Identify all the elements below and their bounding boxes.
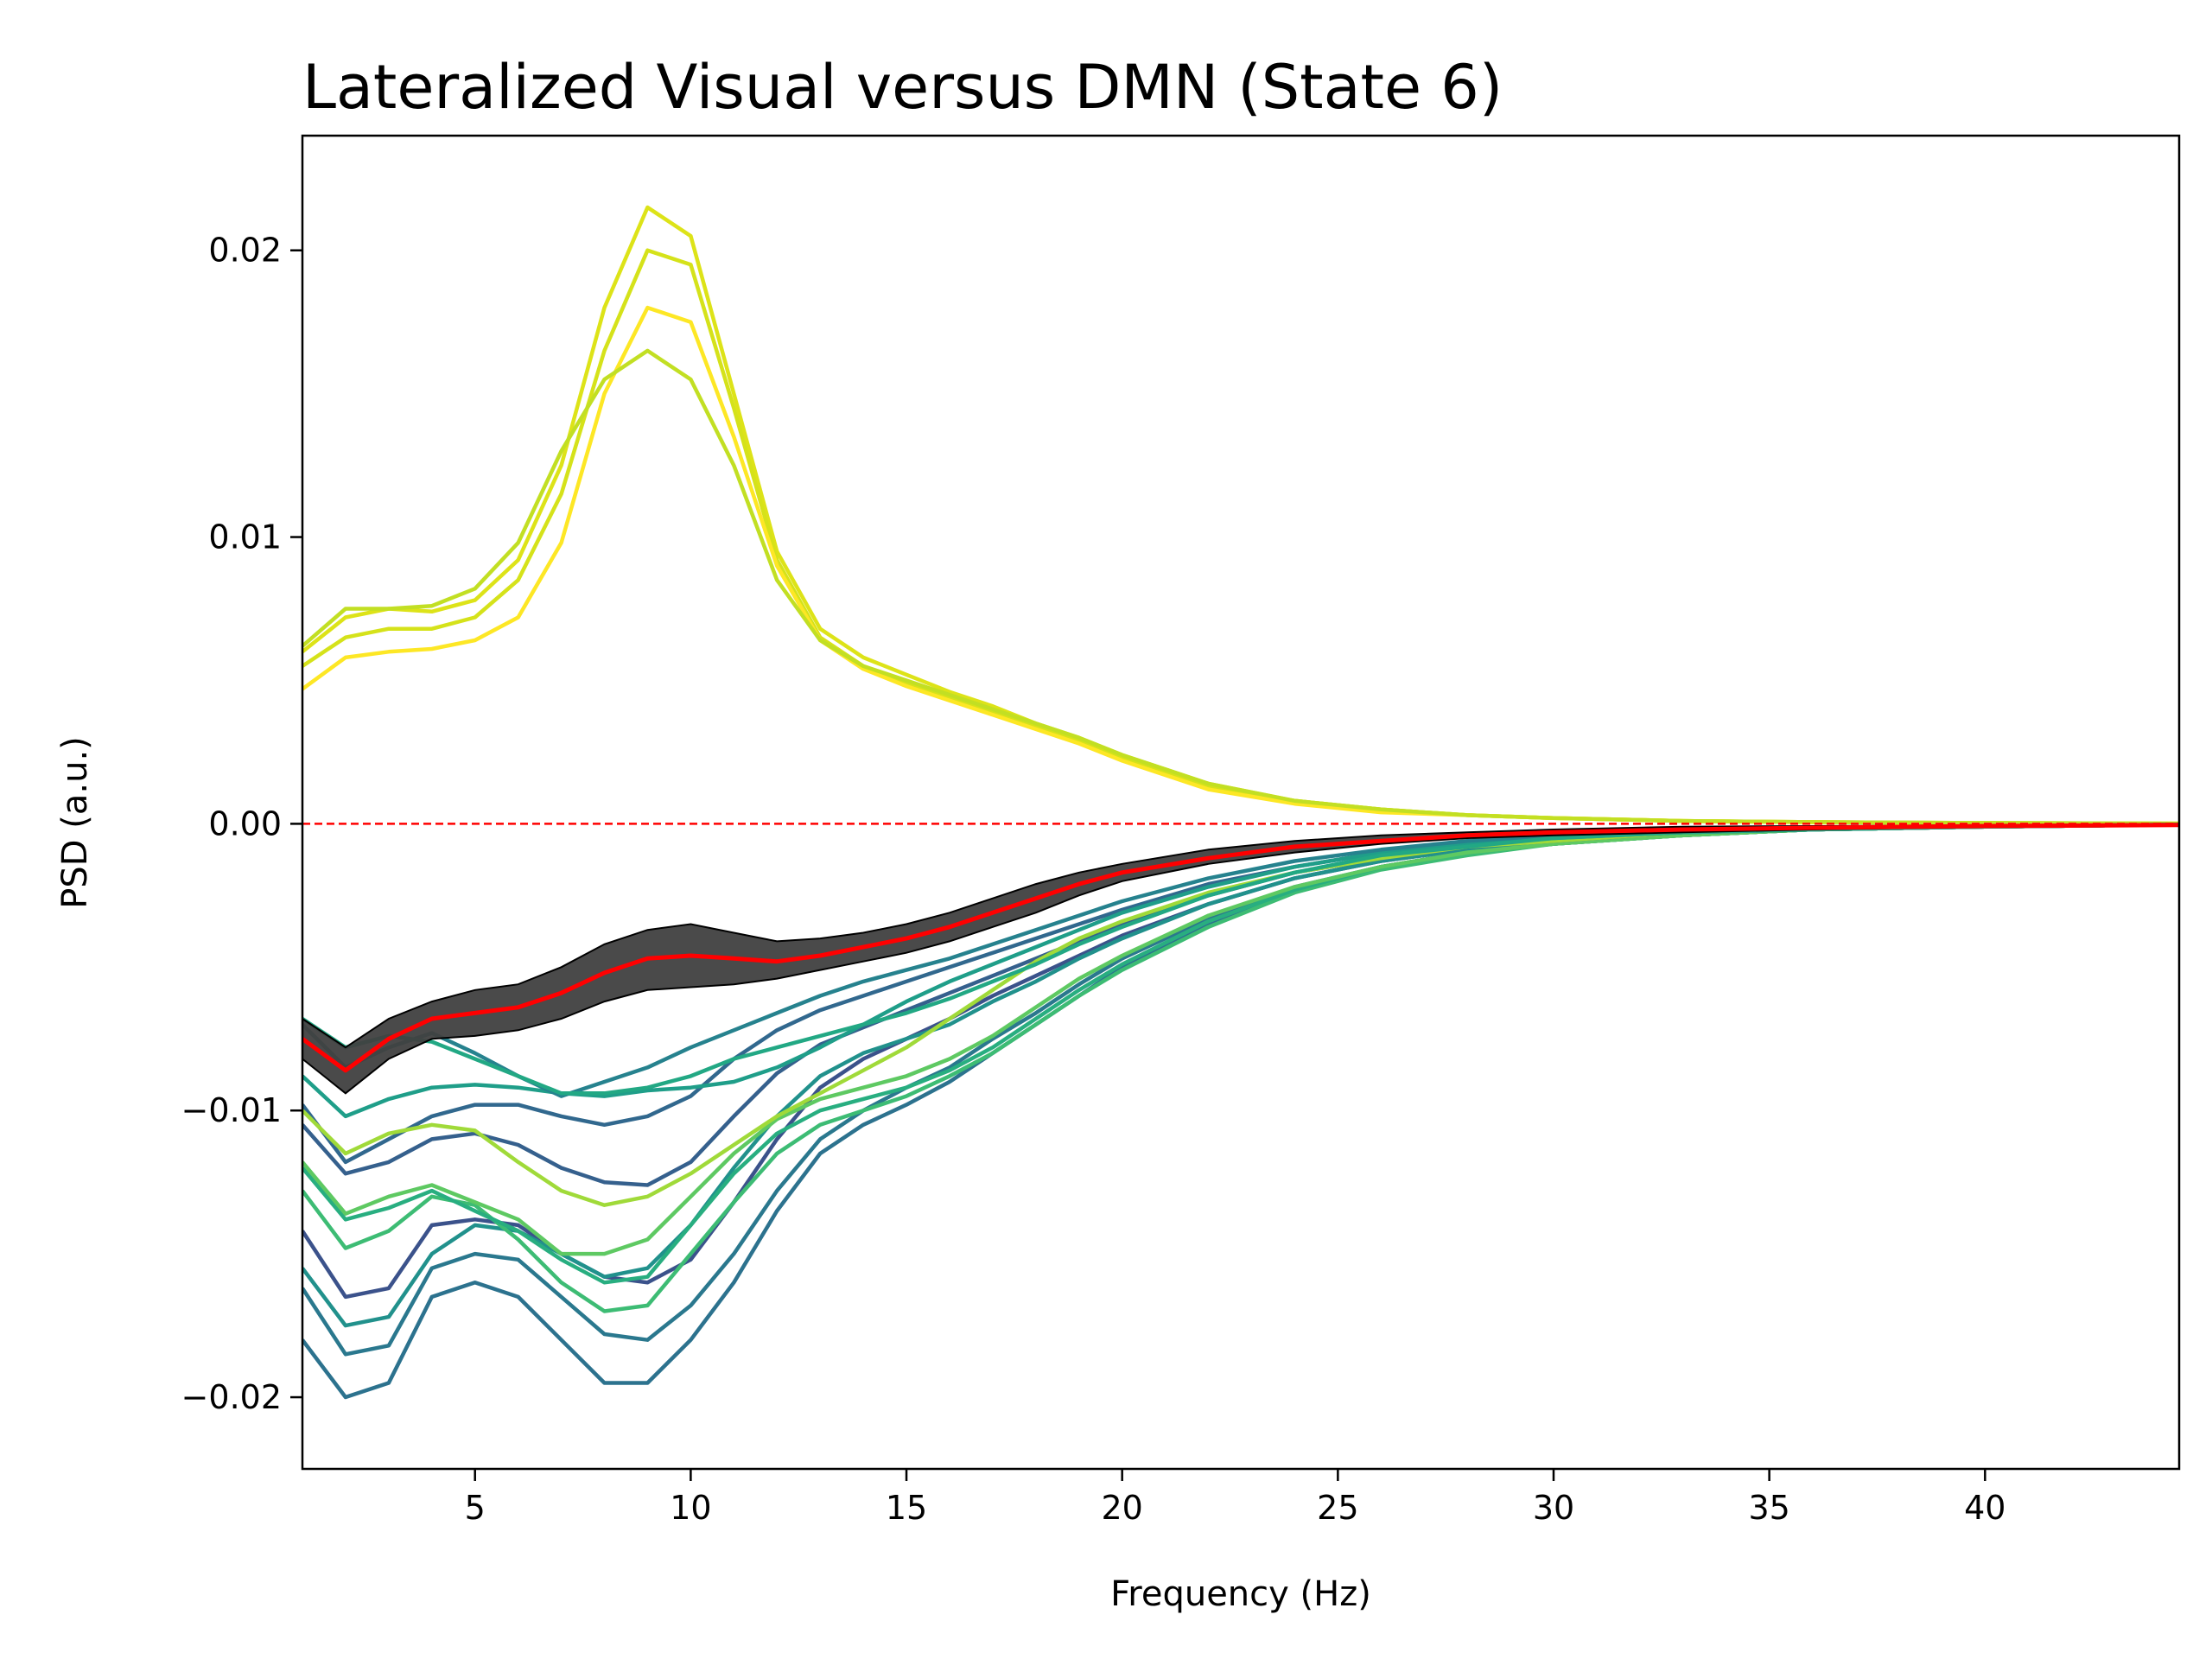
plot-frame	[301, 134, 2181, 1471]
y-axis-label: PSD (a.u.)	[55, 736, 95, 909]
y-tick-label: −0.01	[181, 1091, 282, 1129]
series-line-0	[302, 205, 2179, 826]
y-axis: −0.02 −0.01 0.00 0.01 0.02	[181, 232, 302, 1416]
x-tick-label: 35	[1748, 1489, 1789, 1527]
x-tick-label: 25	[1317, 1489, 1358, 1527]
series-line-8	[302, 823, 2179, 1313]
mean-line	[302, 823, 2179, 1073]
x-axis-label: Frequency (Hz)	[1110, 1574, 1371, 1614]
series-line-3	[302, 348, 2179, 826]
y-tick-label: 0.01	[208, 518, 282, 556]
plot-area	[301, 134, 2181, 1471]
series-line-7	[302, 823, 2179, 1328]
x-tick-label: 40	[1964, 1489, 2005, 1527]
series-line-13	[302, 823, 2179, 1207]
series-line-10	[302, 823, 2179, 1256]
y-tick-label: 0.00	[208, 804, 282, 842]
series-line-16	[302, 823, 2179, 1096]
series-line-1	[302, 248, 2179, 826]
x-tick-label: 20	[1102, 1489, 1143, 1527]
x-tick-label: 10	[670, 1489, 711, 1527]
mean-confidence-band	[302, 823, 2179, 1095]
x-axis: 5 10 15 20 25 30 35 40	[465, 1469, 2005, 1527]
chart-title: Lateralized Visual versus DMN (State 6)	[302, 52, 1503, 123]
y-tick-label: 0.02	[208, 232, 282, 270]
x-tick-label: 15	[886, 1489, 927, 1527]
x-tick-label: 30	[1533, 1489, 1574, 1527]
x-tick-label: 5	[465, 1489, 486, 1527]
y-tick-label: −0.02	[181, 1378, 282, 1416]
